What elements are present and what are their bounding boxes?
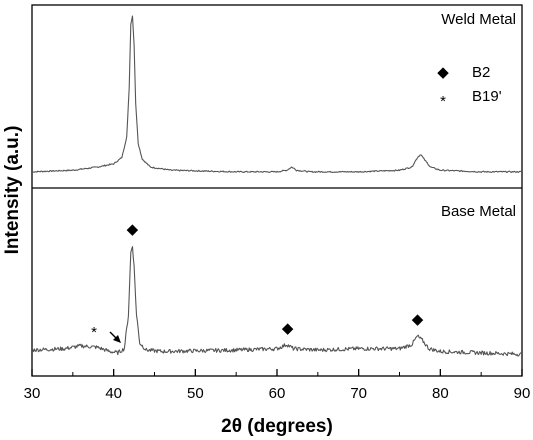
x-tick-label-70: 70 bbox=[350, 385, 367, 402]
plot-frame bbox=[31, 4, 523, 377]
weld-metal-trace bbox=[31, 15, 523, 173]
legend-diamond-symbol: ◆ bbox=[437, 64, 449, 81]
panel-label-base-metal: Base Metal bbox=[441, 203, 516, 220]
panel-label-weld-metal: Weld Metal bbox=[441, 11, 516, 28]
x-tick-label-30: 30 bbox=[24, 385, 41, 402]
legend: ◆ B2 * B19' bbox=[437, 64, 501, 110]
b19prime-arrow bbox=[109, 331, 121, 343]
x-axis-ticks: 30 40 50 60 70 80 90 bbox=[24, 369, 531, 402]
legend-star-symbol: * bbox=[440, 93, 446, 110]
x-tick-label-80: 80 bbox=[432, 385, 449, 402]
legend-label-b2: B2 bbox=[472, 64, 490, 81]
y-axis-title: Intensity (a.u.) bbox=[2, 126, 23, 255]
x-axis-title: 2θ (degrees) bbox=[221, 416, 333, 437]
peak-marker-b2-61: ◆ bbox=[282, 320, 294, 337]
x-tick-label-60: 60 bbox=[269, 385, 286, 402]
x-tick-label-50: 50 bbox=[187, 385, 204, 402]
peak-marker-b19prime: * bbox=[91, 324, 97, 341]
base-metal-trace bbox=[31, 246, 523, 357]
legend-label-b19prime: B19' bbox=[472, 88, 502, 105]
x-tick-label-40: 40 bbox=[105, 385, 122, 402]
peak-marker-b2-77: ◆ bbox=[412, 311, 424, 328]
x-tick-label-90: 90 bbox=[514, 385, 531, 402]
peak-marker-b2-42: ◆ bbox=[127, 221, 139, 238]
